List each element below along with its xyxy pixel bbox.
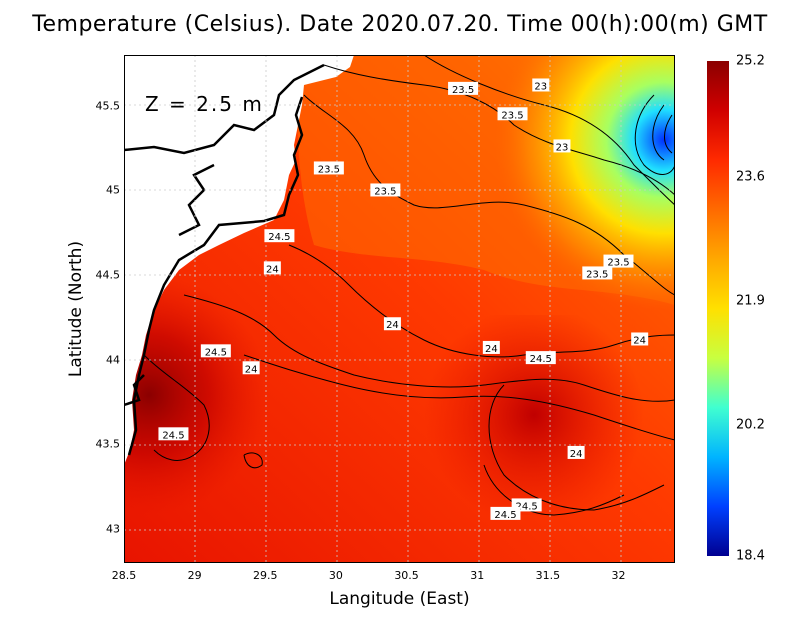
svg-text:23.5: 23.5 [501, 110, 523, 121]
contour-label: 24 [631, 332, 649, 346]
contour-label: 23.5 [370, 183, 401, 197]
contour-label: 23 [553, 139, 571, 153]
contour-lines [143, 55, 675, 516]
warm-offshore-zone [424, 315, 674, 515]
svg-text:24: 24 [485, 344, 498, 355]
x-tick-label: 28.5 [111, 569, 137, 582]
svg-text:24: 24 [245, 364, 258, 375]
contour-label: 23.5 [313, 161, 344, 175]
depth-label: Z = 2.5 m [145, 92, 264, 116]
contour-label: 24.5 [264, 229, 295, 243]
y-tick-label: 44.5 [95, 268, 121, 282]
contour-label: 23.5 [603, 254, 634, 269]
inlet-outline [178, 163, 215, 237]
x-axis-label: Langitude (East) [329, 589, 470, 609]
svg-text:23.5: 23.5 [318, 164, 340, 175]
colorbar [707, 61, 729, 556]
y-axis-label: Latitude (North) [66, 240, 86, 378]
svg-text:24.5: 24.5 [205, 347, 227, 358]
y-tick-label: 43 [106, 522, 120, 536]
contour-label: 23.5 [497, 107, 528, 121]
y-tick-label: 45 [106, 183, 120, 197]
contour-label: 23.5 [448, 81, 479, 96]
contour-label: 24 [482, 340, 500, 355]
svg-text:23: 23 [534, 81, 547, 92]
contour-label: 24 [383, 317, 401, 331]
land-mass [124, 55, 354, 465]
cold-eddy [424, 55, 675, 315]
colorbar-tick-label: 23.6 [736, 169, 765, 185]
lagoon-outline [124, 63, 325, 155]
x-tick-label: 30.5 [394, 569, 419, 582]
contour-label: 24.5 [490, 506, 521, 521]
contour-label: 23 [532, 78, 550, 92]
colorbar-tick-label: 20.2 [736, 417, 765, 433]
x-tick-label: 29.5 [253, 569, 278, 582]
colorbar-tick-label: 21.9 [736, 293, 765, 309]
svg-text:24.5: 24.5 [516, 501, 538, 512]
temperature-map: 23.5 2323.52323.523.524.52423.523.5242424… [124, 55, 675, 563]
svg-text:23.5: 23.5 [452, 85, 474, 96]
x-tick-label: 31 [470, 569, 485, 582]
contour-label: 24.5 [158, 427, 189, 441]
svg-text:23.5: 23.5 [607, 258, 629, 269]
colorbar-tick-label: 18.4 [736, 548, 765, 564]
svg-text:23.5: 23.5 [586, 269, 608, 280]
map-frame [124, 55, 675, 563]
x-tick-label: 31.5 [535, 569, 561, 582]
svg-text:24.5: 24.5 [162, 430, 184, 441]
svg-text:24.5: 24.5 [530, 354, 552, 365]
contour-label: 24.5 [525, 351, 556, 365]
contour-label: 24 [242, 361, 260, 375]
svg-text:23.5: 23.5 [374, 186, 396, 197]
svg-text:24.5: 24.5 [494, 510, 516, 521]
y-tick-label: 44 [106, 353, 120, 367]
y-tick-label: 43.5 [95, 437, 121, 451]
contour-label: 23.5 [582, 266, 613, 280]
svg-text:24: 24 [386, 320, 399, 331]
x-tick-label: 29 [187, 569, 202, 582]
x-tick-label: 30 [328, 569, 343, 582]
svg-text:24.5: 24.5 [268, 232, 290, 243]
svg-text:23: 23 [556, 142, 569, 153]
contour-label: 24 [263, 261, 281, 275]
x-tick-label: 32 [611, 569, 626, 582]
colorbar-tick-label: 25.2 [736, 53, 765, 69]
svg-text:24: 24 [633, 335, 646, 346]
svg-text:24: 24 [570, 449, 583, 460]
chart-title: Temperature (Celsius). Date 2020.07.20. … [32, 12, 768, 37]
svg-text:24: 24 [266, 264, 279, 275]
estuary-outline [124, 374, 145, 407]
coastline [127, 96, 304, 456]
contour-label: 24 [567, 445, 585, 460]
contour-label: 24.5 [200, 344, 231, 358]
y-tick-label: 45.5 [95, 99, 121, 113]
